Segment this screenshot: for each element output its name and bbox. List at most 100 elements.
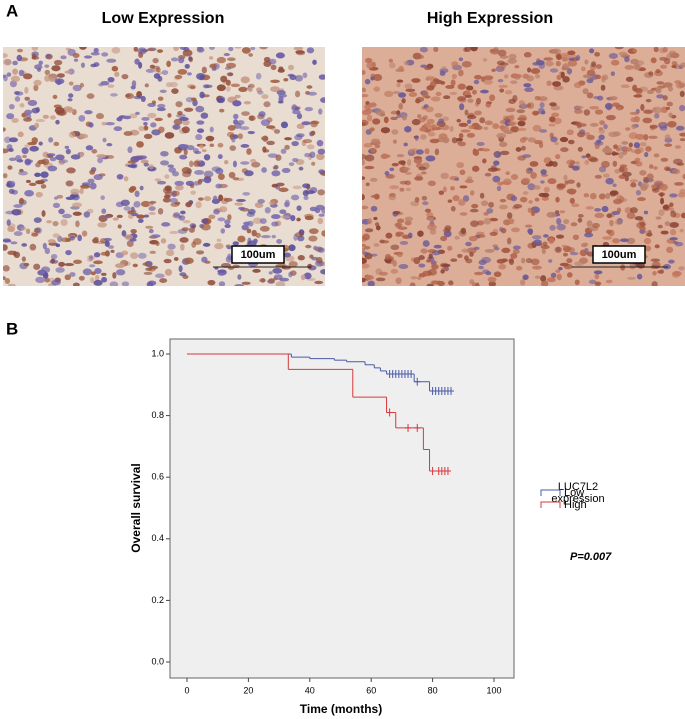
nucleus [523,83,532,88]
nucleus [246,228,252,234]
nucleus [642,117,653,124]
nucleus [464,109,469,116]
nucleus [201,223,211,231]
nucleus [569,252,579,256]
nucleus [519,279,526,286]
x-tick-label: 80 [428,685,438,695]
nucleus [514,73,522,79]
nucleus [438,118,445,124]
nucleus [216,84,226,92]
nucleus [171,88,179,94]
nucleus [51,65,61,72]
nucleus [154,178,162,182]
nucleus [442,116,449,122]
nucleus [4,136,12,144]
nucleus [191,97,197,101]
nucleus [441,263,451,268]
nucleus [459,169,466,175]
nucleus [79,47,87,50]
x-axis-title: Time (months) [300,702,382,716]
nucleus [605,192,611,200]
nucleus [512,95,518,102]
nucleus [671,64,677,69]
nucleus [390,244,400,251]
nucleus [589,48,595,54]
nucleus [430,96,441,102]
nucleus [107,76,115,83]
nucleus [530,258,540,266]
nucleus [403,60,410,66]
nucleus [392,210,401,215]
nucleus [480,89,489,94]
nucleus [522,154,532,158]
nucleus [140,159,149,164]
nucleus [372,118,381,125]
nucleus [362,205,369,210]
nucleus [612,198,623,205]
nucleus [234,94,241,99]
nucleus [584,59,589,65]
nucleus [510,173,519,180]
nucleus [384,253,392,261]
nucleus [654,113,660,119]
nucleus [216,56,226,64]
nucleus [622,150,628,156]
nucleus [602,147,613,154]
nucleus [250,47,256,51]
nucleus [260,234,271,239]
nucleus [674,145,682,149]
nucleus [33,84,39,92]
nucleus [89,264,96,268]
nucleus [179,154,188,160]
nucleus [201,218,209,224]
nucleus [281,167,291,174]
nucleus [458,132,464,139]
nucleus [496,60,505,66]
nucleus [181,227,189,232]
nucleus [593,270,603,275]
nucleus [635,189,642,196]
nucleus [151,100,157,105]
nucleus [383,116,389,124]
nucleus [651,281,658,286]
nucleus [571,203,580,208]
nucleus [143,125,149,131]
nucleus [238,206,246,210]
nucleus [278,66,284,70]
nucleus [130,228,137,234]
nucleus [612,131,621,137]
nucleus [573,105,584,109]
nucleus [496,185,502,192]
nucleus [243,221,251,226]
nucleus [154,117,163,122]
nucleus [388,58,393,63]
nucleus [370,147,376,153]
nucleus [362,119,369,127]
nucleus [573,82,582,89]
nucleus [644,245,652,252]
nucleus [180,243,185,251]
nucleus [669,237,678,241]
nucleus [240,144,250,148]
nucleus [60,219,68,227]
nucleus [680,212,685,219]
nucleus [312,59,317,65]
nucleus [220,228,226,234]
nucleus [33,79,42,86]
nucleus [3,276,6,280]
nucleus [643,134,649,141]
nucleus [560,147,569,153]
nucleus [474,110,482,116]
nucleus [91,149,98,154]
nucleus [87,178,95,184]
nucleus [609,190,619,196]
nucleus [11,208,22,216]
nucleus [10,75,20,83]
nucleus [613,144,619,150]
nucleus [147,266,157,272]
nucleus [479,192,485,199]
nucleus [541,110,546,115]
nucleus [659,192,664,198]
nucleus [255,232,261,238]
nucleus [22,154,27,159]
